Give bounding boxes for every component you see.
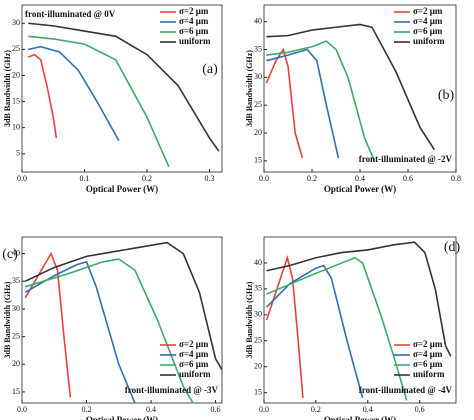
- legend-label: σ=6 μm: [413, 359, 443, 369]
- legend-label: σ=6 μm: [179, 26, 209, 36]
- panel-label: (a): [202, 62, 218, 77]
- panel-label: (b): [438, 88, 455, 103]
- legend-label: uniform: [179, 369, 211, 379]
- series-line: [266, 256, 408, 401]
- x-tick-label: 0.8: [451, 174, 461, 183]
- x-tick-label: 0.2: [307, 174, 317, 183]
- legend-label: uniform: [179, 36, 211, 46]
- legend-label: σ=6 μm: [413, 26, 443, 36]
- x-tick-label: 0.4: [146, 405, 156, 414]
- series-line: [265, 47, 304, 159]
- x-tick-label: 0.0: [17, 405, 27, 414]
- x-tick-label: 0.2: [311, 405, 321, 414]
- y-tick-label: 25: [12, 44, 20, 53]
- chart-title: front-illuminated @ -4V: [359, 385, 453, 395]
- y-tick-label: 15: [12, 387, 20, 396]
- series-line: [28, 35, 170, 168]
- y-tick-label: 15: [12, 96, 20, 105]
- x-tick-label: 0.0: [259, 405, 269, 414]
- y-tick-label: 20: [12, 70, 20, 79]
- panel-label: (c): [2, 247, 18, 262]
- x-tick-label: 0.6: [403, 174, 413, 183]
- legend-label: σ=2 μm: [413, 339, 443, 349]
- x-axis-label: Optical Power (W): [86, 415, 158, 420]
- x-axis-label: Optical Power (W): [86, 184, 158, 194]
- y-tick-label: 25: [12, 331, 20, 340]
- x-tick-label: 0.0: [259, 174, 269, 183]
- y-tick-label: 35: [254, 44, 262, 53]
- x-tick-label: 0.0: [17, 174, 27, 183]
- y-axis-label: 3dB Bandwidth (GHz): [3, 281, 12, 358]
- legend-label: σ=4 μm: [179, 16, 209, 26]
- y-tick-label: 20: [254, 128, 262, 137]
- y-tick-label: 40: [12, 248, 20, 257]
- series-line: [24, 241, 223, 371]
- y-axis-label: 3dB Bandwidth (GHz): [245, 281, 254, 358]
- legend-label: σ=2 μm: [179, 6, 209, 16]
- legend-label: σ=2 μm: [179, 339, 209, 349]
- x-tick-label: 0.2: [82, 405, 92, 414]
- legend-label: σ=6 μm: [179, 359, 209, 369]
- legend-label: uniform: [413, 369, 445, 379]
- series-line: [24, 260, 136, 404]
- legend-label: σ=4 μm: [413, 16, 443, 26]
- y-tick-label: 15: [254, 156, 262, 165]
- series-line: [28, 45, 120, 142]
- y-axis-label: 3dB Bandwidth (GHz): [245, 50, 254, 127]
- series-line: [266, 241, 452, 357]
- x-tick-label: 0.2: [142, 174, 152, 183]
- series-line: [266, 23, 436, 151]
- series-line: [266, 40, 376, 162]
- y-tick-label: 40: [254, 258, 262, 267]
- y-tick-label: 10: [12, 122, 20, 131]
- y-tick-label: 30: [254, 310, 262, 319]
- y-tick-label: 25: [254, 336, 262, 345]
- x-tick-label: 0.6: [415, 405, 425, 414]
- y-tick-label: 20: [12, 359, 20, 368]
- series-line: [266, 48, 340, 159]
- series-line: [265, 254, 304, 398]
- plot-frame: [21, 236, 223, 404]
- chart-title: front-illuminated @ 0V: [25, 9, 116, 19]
- chart-title: front-illuminated @ -2V: [359, 154, 453, 164]
- series-line: [266, 264, 364, 399]
- y-tick-label: 30: [12, 18, 20, 27]
- series-line: [24, 258, 194, 404]
- legend-label: uniform: [413, 36, 445, 46]
- legend-label: σ=4 μm: [413, 349, 443, 359]
- y-tick-label: 30: [12, 304, 20, 313]
- y-tick-label: 30: [254, 72, 262, 81]
- series-line: [28, 22, 220, 152]
- series-line: [27, 53, 58, 139]
- x-tick-label: 0.3: [205, 174, 215, 183]
- y-tick-label: 15: [254, 387, 262, 396]
- y-tick-label: 35: [254, 284, 262, 293]
- plot-frame: [263, 236, 457, 404]
- x-axis-label: Optical Power (W): [324, 184, 396, 194]
- y-tick-label: 40: [254, 17, 262, 26]
- plot-frame: [21, 4, 223, 173]
- y-axis-label: 3dB Bandwidth (GHz): [3, 50, 12, 127]
- y-tick-label: 25: [254, 100, 262, 109]
- legend-label: σ=4 μm: [179, 349, 209, 359]
- x-axis-label: Optical Power (W): [324, 415, 396, 420]
- series-line: [24, 251, 72, 398]
- y-tick-label: 5: [16, 149, 20, 158]
- x-tick-label: 0.4: [363, 405, 373, 414]
- y-tick-label: 35: [12, 276, 20, 285]
- panel-label: (d): [444, 240, 461, 255]
- x-tick-label: 0.4: [355, 174, 365, 183]
- y-tick-label: 20: [254, 362, 262, 371]
- x-tick-label: 0.6: [211, 405, 221, 414]
- legend-label: σ=2 μm: [413, 6, 443, 16]
- chart-title: front-illuminated @ -3V: [125, 385, 219, 395]
- x-tick-label: 0.1: [80, 174, 90, 183]
